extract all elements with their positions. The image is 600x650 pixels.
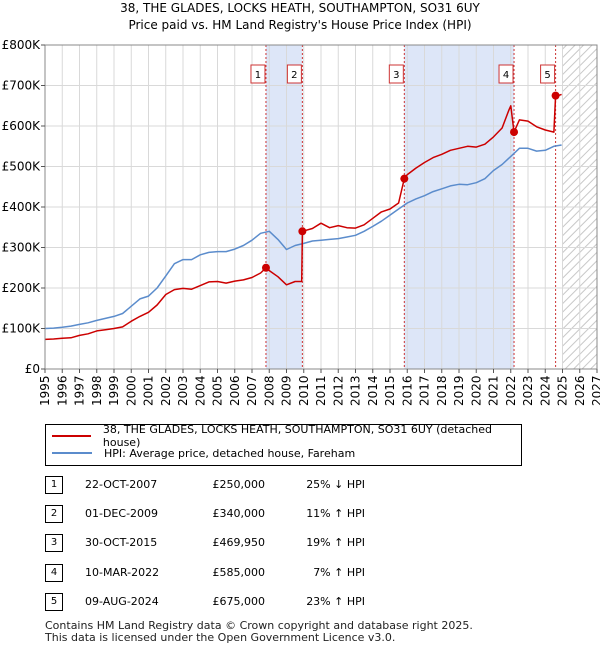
x-tick-label: 2025 bbox=[556, 375, 570, 406]
chart-title-line2: Price paid vs. HM Land Registry's House … bbox=[128, 18, 472, 32]
table-row: 4 10-MAR-2022 £585,000 7% ↑ HPI bbox=[45, 564, 445, 582]
y-tick-label: £400K bbox=[2, 200, 42, 214]
x-tick-label: 2012 bbox=[331, 375, 345, 406]
x-tick-label: 2005 bbox=[211, 375, 225, 406]
sale-price: £675,000 bbox=[212, 595, 266, 608]
footer-copyright: Contains HM Land Registry data © Crown c… bbox=[45, 619, 473, 632]
x-tick-label: 2010 bbox=[297, 375, 311, 406]
sale-hpi-change: 25% ↓ HPI bbox=[306, 478, 365, 491]
legend-entry-hpi: HPI: Average price, detached house, Fare… bbox=[52, 445, 355, 461]
sale-label-4: 4 bbox=[503, 70, 509, 81]
sale-date: 10-MAR-2022 bbox=[85, 566, 160, 579]
sale-price: £469,950 bbox=[212, 536, 266, 549]
chart-title: 38, THE GLADES, LOCKS HEATH, SOUTHAMPTON… bbox=[0, 0, 600, 34]
legend-swatch-hpi bbox=[52, 452, 92, 454]
sale-hpi-change: 19% ↑ HPI bbox=[306, 536, 365, 549]
sale-label-1: 1 bbox=[255, 70, 261, 81]
table-row: 3 30-OCT-2015 £469,950 19% ↑ HPI bbox=[45, 534, 445, 552]
y-tick-label: £500K bbox=[2, 160, 42, 174]
sale-label-box-1 bbox=[250, 64, 266, 84]
x-tick-label: 2007 bbox=[245, 375, 259, 406]
x-tick-label: 2013 bbox=[349, 375, 363, 406]
table-row: 1 22-OCT-2007 £250,000 25% ↓ HPI bbox=[45, 476, 445, 494]
x-tick-label: 2017 bbox=[418, 375, 432, 406]
x-tick-label: 1996 bbox=[55, 375, 69, 406]
y-tick-label: £800K bbox=[2, 38, 42, 52]
x-tick-label: 2027 bbox=[590, 375, 600, 406]
x-tick-label: 2009 bbox=[280, 375, 294, 406]
x-tick-label: 2002 bbox=[159, 375, 173, 406]
x-tick-label: 2016 bbox=[400, 375, 414, 406]
sale-label-box-3 bbox=[388, 64, 404, 84]
x-tick-label: 1999 bbox=[107, 375, 121, 406]
x-tick-label: 2018 bbox=[435, 375, 449, 406]
x-tick-label: 1995 bbox=[38, 375, 52, 406]
sale-date: 30-OCT-2015 bbox=[85, 536, 158, 549]
sale-price: £340,000 bbox=[212, 507, 266, 520]
x-tick-label: 2021 bbox=[487, 375, 501, 406]
legend-label-hpi: HPI: Average price, detached house, Fare… bbox=[104, 446, 356, 460]
footer: Contains HM Land Registry data © Crown c… bbox=[45, 620, 473, 644]
table-row: 5 09-AUG-2024 £675,000 23% ↑ HPI bbox=[45, 593, 445, 611]
sale-label-2: 2 bbox=[291, 70, 297, 81]
x-tick-label: 2022 bbox=[504, 375, 518, 406]
sale-point-1 bbox=[261, 263, 270, 272]
x-tick-label: 2014 bbox=[366, 375, 380, 406]
legend-entry-property: 38, THE GLADES, LOCKS HEATH, SOUTHAMPTON… bbox=[52, 423, 521, 449]
sale-number-badge: 1 bbox=[45, 476, 63, 494]
y-tick-label: £700K bbox=[2, 79, 42, 93]
x-tick-label: 2019 bbox=[452, 375, 466, 406]
sale-point-5 bbox=[551, 91, 560, 100]
x-tick-label: 2003 bbox=[176, 375, 190, 406]
x-tick-label: 2001 bbox=[142, 375, 156, 406]
y-tick-label: £200K bbox=[2, 281, 42, 295]
x-tick-label: 2006 bbox=[228, 375, 242, 406]
x-tick-label: 2026 bbox=[573, 375, 587, 406]
sale-point-3 bbox=[400, 174, 409, 183]
sale-price: £250,000 bbox=[212, 478, 266, 491]
x-tick-label: 2000 bbox=[124, 375, 138, 406]
x-tick-label: 2015 bbox=[383, 375, 397, 406]
legend-label-property: 38, THE GLADES, LOCKS HEATH, SOUTHAMPTON… bbox=[102, 423, 492, 449]
legend: 38, THE GLADES, LOCKS HEATH, SOUTHAMPTON… bbox=[45, 423, 522, 466]
sale-hpi-change: 23% ↑ HPI bbox=[306, 595, 365, 608]
x-tick-label: 2011 bbox=[314, 375, 328, 406]
sale-number-badge: 5 bbox=[45, 593, 63, 611]
sale-label-box-4 bbox=[498, 64, 514, 84]
sale-price: £585,000 bbox=[212, 566, 266, 579]
table-row: 2 01-DEC-2009 £340,000 11% ↑ HPI bbox=[45, 505, 445, 523]
chart-title-line1: 38, THE GLADES, LOCKS HEATH, SOUTHAMPTON… bbox=[120, 1, 480, 15]
x-tick-label: 2008 bbox=[262, 375, 276, 406]
y-tick-label: £600K bbox=[2, 119, 42, 133]
sale-label-box-2 bbox=[286, 64, 302, 84]
sale-label-5: 5 bbox=[544, 70, 550, 81]
sale-date: 22-OCT-2007 bbox=[85, 478, 158, 491]
hpi-line bbox=[45, 144, 562, 330]
sale-date: 09-AUG-2024 bbox=[85, 595, 159, 608]
x-tick-label: 1998 bbox=[90, 375, 104, 406]
x-tick-label: 2020 bbox=[469, 375, 483, 406]
x-tick-label: 2024 bbox=[538, 375, 552, 406]
sale-number-badge: 3 bbox=[45, 534, 63, 552]
property-price-line bbox=[45, 93, 562, 341]
footer-licence: This data is licensed under the Open Gov… bbox=[45, 631, 396, 644]
series-group bbox=[45, 93, 562, 341]
price-chart: 1 2 3 4 5 £0 £100K £200K £300K £400K £500K £600K £70… bbox=[2, 38, 600, 406]
sale-hpi-change: 7% ↑ HPI bbox=[313, 566, 365, 579]
sale-number-badge: 2 bbox=[45, 505, 63, 523]
sale-label-3: 3 bbox=[393, 70, 399, 81]
sale-number-badge: 4 bbox=[45, 564, 63, 582]
x-tick-label: 2004 bbox=[193, 375, 207, 406]
sale-point-4 bbox=[510, 128, 519, 137]
sale-point-2 bbox=[298, 227, 307, 236]
y-tick-label: £0 bbox=[25, 362, 40, 376]
legend-swatch-property bbox=[52, 435, 91, 437]
y-tick-label: £100K bbox=[2, 322, 42, 336]
sale-hpi-change: 11% ↑ HPI bbox=[306, 507, 365, 520]
x-tick-label: 1997 bbox=[73, 375, 87, 406]
x-tick-label: 2023 bbox=[521, 375, 535, 406]
sale-date: 01-DEC-2009 bbox=[85, 507, 159, 520]
y-tick-label: £300K bbox=[2, 241, 42, 255]
sale-label-box-5 bbox=[540, 64, 556, 84]
